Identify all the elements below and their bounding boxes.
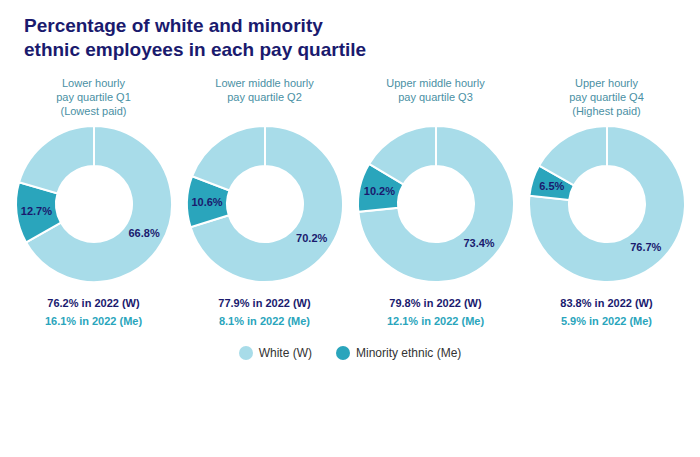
svg-text:6.5%: 6.5% <box>539 180 564 192</box>
html-text:Minority ethnic (Me): Minority ethnic (Me) <box>356 346 462 360</box>
html-text:Lower hourly pay quartile Q1 (: Lower hourly pay quartile Q1 (Lowest pai… <box>56 77 131 117</box>
svg-text:76.7%: 76.7% <box>630 241 661 253</box>
html-text:77.9% in 2022 (W): 77.9% in 2022 (W) <box>218 297 311 309</box>
svg-text:73.4%: 73.4% <box>463 237 494 249</box>
html-text:Upper hourly pay quartile Q4 (: Upper hourly pay quartile Q4 (Highest pa… <box>569 77 644 117</box>
html-text:White (W): White (W) <box>258 346 312 360</box>
svg-text:10.6%: 10.6% <box>191 196 222 208</box>
html-text:Percentage of white and minori: Percentage of white and minority ethnic … <box>24 15 367 60</box>
svg-text:70.2%: 70.2% <box>296 232 327 244</box>
html-text:76.2% in 2022 (W): 76.2% in 2022 (W) <box>47 297 140 309</box>
html-text:Lower middle hourly pay quarti: Lower middle hourly pay quartile Q2 <box>215 77 314 103</box>
svg-text:66.8%: 66.8% <box>128 227 159 239</box>
html-text:83.8% in 2022 (W): 83.8% in 2022 (W) <box>560 297 653 309</box>
svg-text:10.2%: 10.2% <box>363 185 394 197</box>
html-text:79.8% in 2022 (W): 79.8% in 2022 (W) <box>389 297 482 309</box>
svg-text:12.7%: 12.7% <box>20 205 51 217</box>
html-text:16.1% in 2022 (Me): 16.1% in 2022 (Me) <box>44 315 143 327</box>
html-text:8.1% in 2022 (Me): 8.1% in 2022 (Me) <box>218 315 310 327</box>
html-text:5.9% in 2022 (Me): 5.9% in 2022 (Me) <box>560 315 652 327</box>
html-text:12.1% in 2022 (Me): 12.1% in 2022 (Me) <box>386 315 485 327</box>
html-text:Upper middle hourly pay quarti: Upper middle hourly pay quartile Q3 <box>386 77 485 103</box>
